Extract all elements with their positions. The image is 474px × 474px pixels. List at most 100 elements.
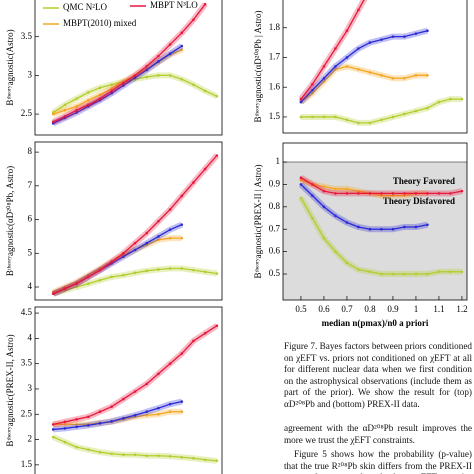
plot-frame [34, 0, 223, 136]
plot-area [51, 323, 219, 464]
series-point [110, 83, 113, 86]
series-point [98, 450, 102, 454]
series-point [380, 38, 383, 41]
series-point [426, 272, 429, 276]
y-tick-label: 8 [28, 146, 33, 156]
series-point [380, 192, 383, 195]
x-axis-label: median n(pmax)/n0 a priori [322, 318, 429, 328]
series-point [334, 115, 337, 119]
y-axis-label: Bᵗʰᵉᵒʳʸagnostic(αD²⁰⁸Pb, Astro) [5, 166, 15, 276]
x-tick-label: 1.1 [433, 304, 444, 314]
series-point [145, 410, 149, 414]
series-point [157, 238, 160, 242]
y-tick-label: 1 [276, 156, 281, 166]
series-point [322, 79, 326, 83]
series-point [180, 44, 184, 48]
series-point [334, 214, 337, 218]
series-point [110, 405, 113, 408]
series-point [98, 422, 102, 425]
series-point [122, 397, 125, 401]
series-point [203, 332, 207, 335]
y-tick-label: 4.5 [21, 307, 33, 317]
plot-frame [34, 306, 223, 474]
series-point [203, 89, 207, 93]
uncertainty-band [52, 434, 218, 464]
series-point [157, 54, 160, 58]
series-point [368, 227, 372, 231]
series-point [380, 272, 383, 276]
x-tick-label: 0.9 [387, 304, 399, 314]
plot-frame [34, 141, 223, 301]
series-point [414, 74, 418, 77]
series-point [322, 76, 326, 80]
series-point [322, 115, 326, 119]
series-point [403, 112, 406, 116]
series-point [460, 270, 464, 274]
series-point [334, 68, 337, 71]
series-point [75, 445, 78, 449]
series-point [133, 241, 137, 245]
series-point [110, 89, 113, 93]
series-point [51, 112, 55, 116]
series-point [51, 423, 55, 426]
series-point [145, 269, 149, 273]
series-point [51, 120, 55, 124]
series-point [426, 106, 429, 110]
series-point [180, 31, 184, 35]
series-point [322, 205, 326, 209]
series-point [368, 41, 372, 44]
series-point [334, 250, 337, 253]
x-tick-label: 0.7 [341, 304, 353, 314]
series-point [311, 82, 314, 86]
y-axis-label: Bᵗʰᵉᵒʳʸagnostic(PREX-II, Astro) [5, 334, 15, 446]
series-point [460, 189, 464, 193]
series-point [215, 459, 219, 463]
series-point [391, 194, 395, 197]
series-point [215, 324, 219, 328]
series-point [403, 225, 406, 229]
series-point [63, 287, 67, 291]
series-point [345, 65, 349, 68]
series-point [345, 261, 349, 265]
series-point [368, 192, 372, 195]
series-line [300, 183, 428, 230]
series-point [110, 275, 113, 279]
y-axis-label: Bᵗʰᵉᵒʳʸagnostic(Astro) [5, 29, 15, 105]
series-point [403, 272, 406, 276]
series-point [322, 65, 326, 68]
series-point [98, 278, 102, 282]
series-point [168, 362, 172, 365]
series-point [86, 91, 90, 94]
series-point [86, 448, 90, 451]
series-point [180, 236, 184, 240]
series-point [86, 424, 90, 427]
series-point [380, 118, 383, 122]
series-point [426, 223, 429, 227]
series-point [122, 273, 125, 277]
paragraph: Figure 5 shows how the probability (p-va… [284, 449, 472, 474]
series-point [203, 2, 207, 6]
x-tick-label: 0.6 [318, 304, 330, 314]
y-tick-label: 3 [28, 69, 33, 79]
series-point [75, 111, 78, 114]
series-point [75, 105, 78, 108]
series-point [86, 282, 90, 285]
series-point [180, 410, 184, 414]
y-tick-label: 4 [28, 281, 33, 291]
series-point [203, 167, 207, 171]
series-point [63, 423, 67, 426]
series-point [460, 97, 464, 101]
series-point [122, 417, 125, 420]
series-point [357, 192, 360, 195]
series-point [334, 192, 337, 195]
series-point [75, 423, 78, 426]
series-point [215, 94, 219, 98]
series-line [300, 30, 428, 103]
series-point [299, 176, 303, 180]
series-point [203, 270, 207, 274]
series-point [299, 183, 303, 186]
series-point [345, 192, 349, 195]
series-point [322, 185, 326, 188]
series-point [133, 248, 137, 252]
